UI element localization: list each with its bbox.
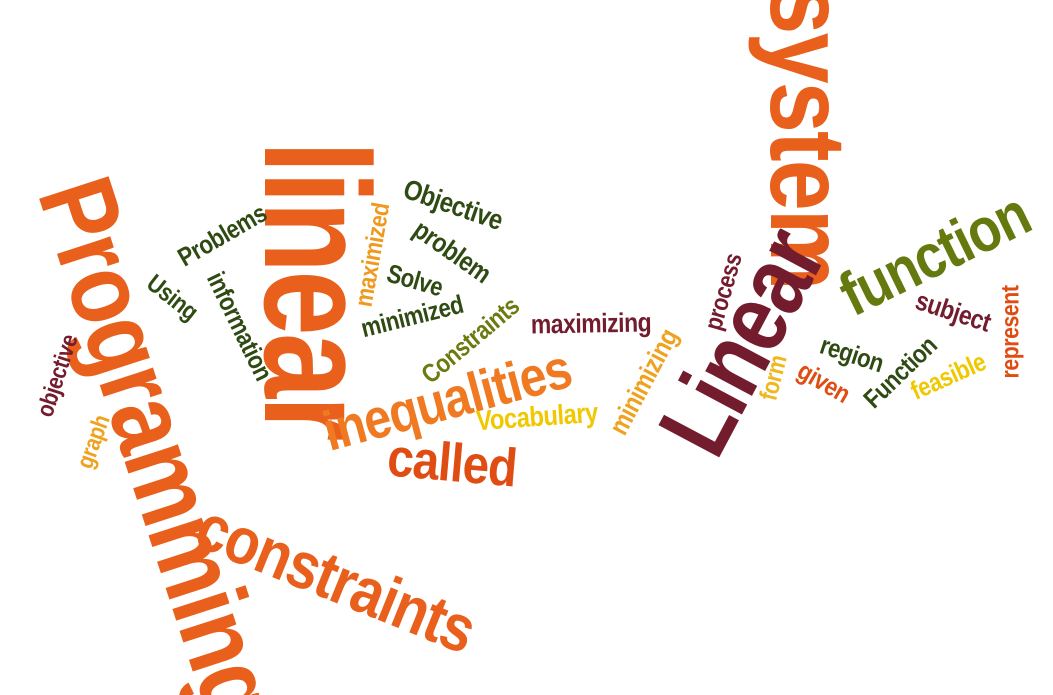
word-represent: represent [996, 285, 1025, 379]
word-vocabulary: Vocabulary [475, 396, 599, 437]
word-subject: subject [911, 285, 995, 338]
word-maximizing: maximizing [530, 307, 652, 340]
word-called: called [385, 427, 519, 499]
